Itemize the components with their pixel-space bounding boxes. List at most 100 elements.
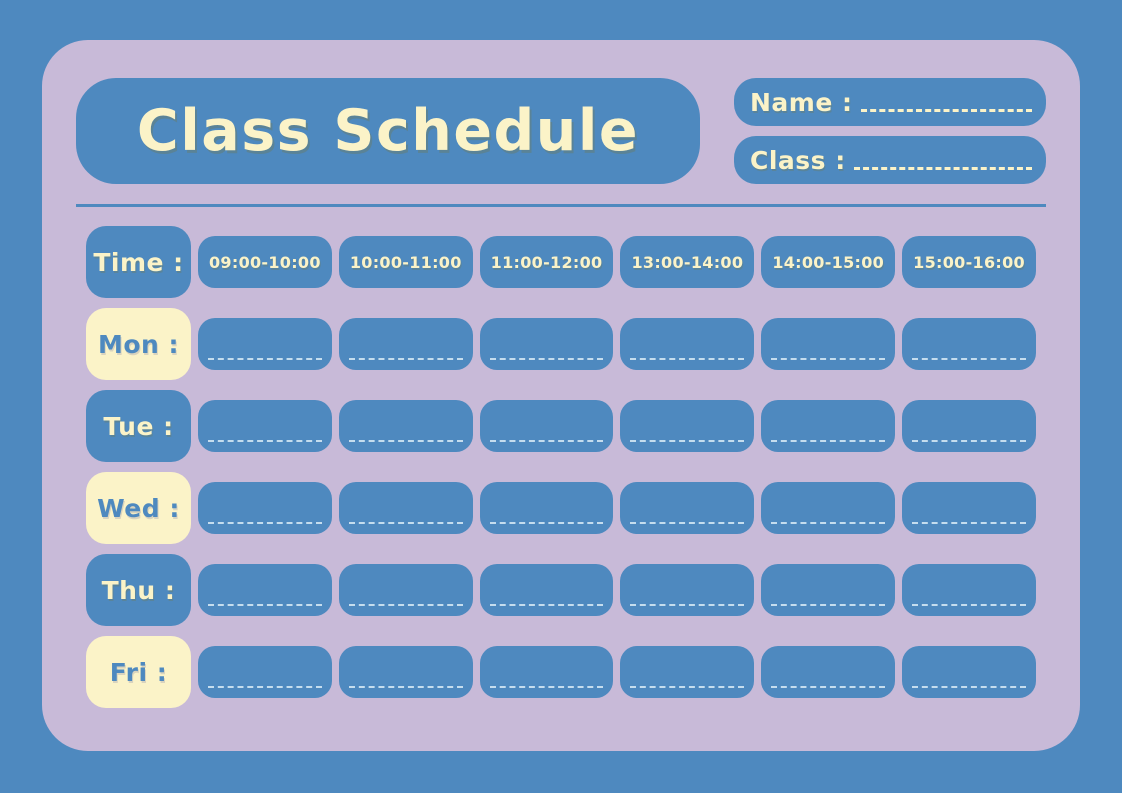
cell-writeline <box>630 358 745 360</box>
cell-wed-1[interactable] <box>198 482 332 534</box>
time-slot-4: 13:00-14:00 <box>620 236 755 288</box>
day-label-cell-tue: Tue : <box>86 390 191 462</box>
schedule-row-fri: Fri : <box>86 636 1036 708</box>
schedule-row-thu: Thu : <box>86 554 1036 626</box>
name-field[interactable]: Name : <box>734 78 1046 126</box>
time-slot-2: 10:00-11:00 <box>338 236 473 288</box>
cell-writeline <box>348 358 463 360</box>
cell-tue-5[interactable] <box>761 400 896 452</box>
time-slot-5: 14:00-15:00 <box>761 236 896 288</box>
cell-fri-6[interactable] <box>902 646 1036 698</box>
cell-mon-1[interactable] <box>198 318 332 370</box>
cell-writeline <box>489 522 604 524</box>
time-slot-label: 09:00-10:00 <box>209 252 321 272</box>
day-label: Tue : <box>103 411 174 441</box>
header: Class Schedule Name : Class : <box>76 78 1046 186</box>
cell-mon-6[interactable] <box>902 318 1036 370</box>
schedule-row-mon: Mon : <box>86 308 1036 380</box>
schedule-row-wed: Wed : <box>86 472 1036 544</box>
cell-writeline <box>630 686 745 688</box>
cell-writeline <box>771 604 886 606</box>
name-field-writeline[interactable] <box>860 109 1032 112</box>
class-field-label: Class : <box>750 145 846 175</box>
time-slot-label: 15:00-16:00 <box>913 252 1025 272</box>
class-field-writeline[interactable] <box>853 167 1032 170</box>
cell-writeline <box>912 604 1026 606</box>
cell-writeline <box>348 440 463 442</box>
cell-thu-5[interactable] <box>761 564 896 616</box>
day-label-cell-wed: Wed : <box>86 472 191 544</box>
cell-wed-5[interactable] <box>761 482 896 534</box>
identity-fields: Name : Class : <box>734 78 1046 184</box>
cell-writeline <box>630 522 745 524</box>
day-label: Fri : <box>109 657 168 687</box>
cell-writeline <box>771 686 886 688</box>
cell-writeline <box>489 686 604 688</box>
cell-thu-3[interactable] <box>479 564 614 616</box>
cell-tue-6[interactable] <box>902 400 1036 452</box>
class-field[interactable]: Class : <box>734 136 1046 184</box>
time-slot-label: 13:00-14:00 <box>631 252 744 272</box>
cell-fri-4[interactable] <box>620 646 755 698</box>
cell-thu-4[interactable] <box>620 564 755 616</box>
day-label-cell-fri: Fri : <box>86 636 191 708</box>
cell-wed-6[interactable] <box>902 482 1036 534</box>
day-label-cell-thu: Thu : <box>86 554 191 626</box>
cell-mon-3[interactable] <box>479 318 614 370</box>
cell-thu-2[interactable] <box>338 564 473 616</box>
cell-wed-4[interactable] <box>620 482 755 534</box>
cell-fri-1[interactable] <box>198 646 332 698</box>
cell-fri-2[interactable] <box>338 646 473 698</box>
cell-wed-2[interactable] <box>338 482 473 534</box>
header-divider <box>76 204 1046 207</box>
time-label-cell: Time : <box>86 226 191 298</box>
cell-writeline <box>912 522 1026 524</box>
cell-writeline <box>630 440 745 442</box>
cell-tue-3[interactable] <box>479 400 614 452</box>
time-slot-6: 15:00-16:00 <box>902 236 1036 288</box>
time-slot-label: 11:00-12:00 <box>490 252 603 272</box>
cell-writeline <box>912 440 1026 442</box>
cell-fri-3[interactable] <box>479 646 614 698</box>
cell-writeline <box>348 522 463 524</box>
cell-writeline <box>208 604 322 606</box>
cell-writeline <box>771 440 886 442</box>
cell-writeline <box>348 686 463 688</box>
time-label: Time : <box>93 247 184 277</box>
cell-writeline <box>771 522 886 524</box>
cell-thu-1[interactable] <box>198 564 332 616</box>
page-title: Class Schedule <box>136 98 640 164</box>
day-label-cell-mon: Mon : <box>86 308 191 380</box>
schedule-row-tue: Tue : <box>86 390 1036 462</box>
cell-writeline <box>912 358 1026 360</box>
cell-fri-5[interactable] <box>761 646 896 698</box>
cell-tue-1[interactable] <box>198 400 332 452</box>
cell-writeline <box>208 686 322 688</box>
cell-writeline <box>630 604 745 606</box>
cell-writeline <box>348 604 463 606</box>
cell-writeline <box>489 440 604 442</box>
time-slot-label: 14:00-15:00 <box>772 252 885 272</box>
cell-mon-5[interactable] <box>761 318 896 370</box>
cell-writeline <box>912 686 1026 688</box>
schedule-grid: Time : 09:00-10:00 10:00-11:00 11:00-12:… <box>86 226 1036 708</box>
day-label: Wed : <box>97 493 180 523</box>
day-label: Thu : <box>101 575 176 605</box>
cell-thu-6[interactable] <box>902 564 1036 616</box>
name-field-label: Name : <box>750 87 853 117</box>
time-header-row: Time : 09:00-10:00 10:00-11:00 11:00-12:… <box>86 226 1036 298</box>
cell-writeline <box>771 358 886 360</box>
cell-tue-4[interactable] <box>620 400 755 452</box>
cell-writeline <box>208 358 322 360</box>
schedule-card: Class Schedule Name : Class : Time : <box>42 40 1080 751</box>
cell-mon-4[interactable] <box>620 318 755 370</box>
cell-writeline <box>489 358 604 360</box>
title-pill: Class Schedule <box>76 78 700 184</box>
time-slot-3: 11:00-12:00 <box>479 236 614 288</box>
cell-writeline <box>489 604 604 606</box>
cell-mon-2[interactable] <box>338 318 473 370</box>
cell-writeline <box>208 522 322 524</box>
cell-tue-2[interactable] <box>338 400 473 452</box>
cell-wed-3[interactable] <box>479 482 614 534</box>
